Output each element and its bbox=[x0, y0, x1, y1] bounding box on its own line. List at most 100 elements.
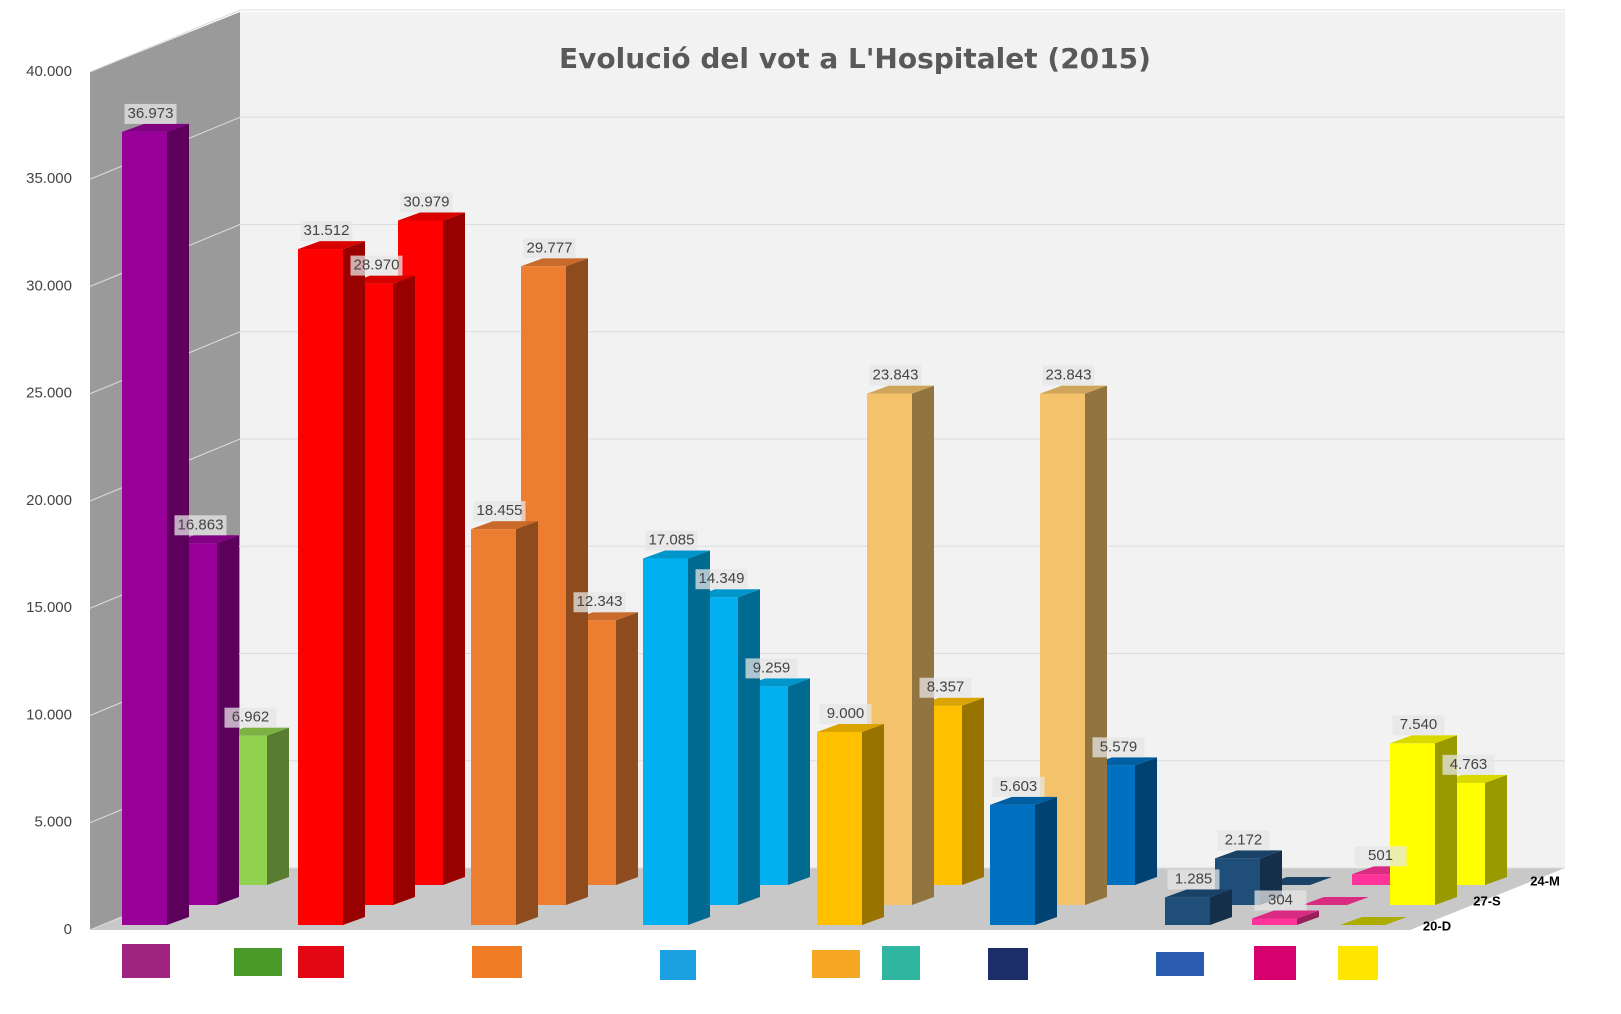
bar-front bbox=[1352, 874, 1397, 885]
value-label-bg bbox=[573, 592, 626, 613]
value-label: 31.512 bbox=[304, 222, 350, 239]
value-label-bg bbox=[992, 776, 1045, 797]
bar-top bbox=[1040, 385, 1107, 394]
bar-side bbox=[862, 723, 884, 925]
value-label-bg bbox=[400, 192, 453, 213]
value-label-bg bbox=[1354, 846, 1407, 867]
grid-line bbox=[89, 9, 1565, 73]
value-label: 5.603 bbox=[1000, 778, 1038, 795]
y-tick-label: 0 bbox=[64, 921, 72, 938]
bar bbox=[817, 723, 884, 925]
value-label: 16.863 bbox=[178, 516, 224, 533]
value-label-bg bbox=[919, 677, 972, 698]
bar-front bbox=[1252, 918, 1297, 925]
value-label: 36.973 bbox=[128, 105, 174, 122]
value-label-bg bbox=[350, 255, 403, 276]
value-label: 8.357 bbox=[927, 679, 965, 696]
bar-top bbox=[817, 723, 884, 732]
bar bbox=[471, 521, 538, 925]
bar-top bbox=[1215, 850, 1282, 859]
bar-side bbox=[1435, 735, 1457, 905]
y-tick-label: 15.000 bbox=[26, 599, 72, 616]
bar-top bbox=[1252, 910, 1319, 919]
bar-side bbox=[738, 589, 760, 905]
value-label: 9.259 bbox=[753, 659, 791, 676]
logo bbox=[1338, 946, 1378, 980]
logo bbox=[1254, 946, 1296, 980]
logo bbox=[234, 948, 282, 976]
bar-side bbox=[393, 275, 415, 905]
bar-front bbox=[643, 558, 688, 925]
y-tick-label: 5.000 bbox=[34, 814, 72, 831]
bar-top bbox=[1390, 735, 1457, 744]
value-label: 23.843 bbox=[1046, 367, 1092, 384]
logo bbox=[298, 946, 344, 978]
legend-label: 24-M bbox=[1530, 873, 1560, 888]
logo bbox=[472, 946, 522, 978]
logo bbox=[660, 950, 696, 980]
bar-front bbox=[817, 731, 862, 925]
value-label: 14.349 bbox=[699, 570, 745, 587]
value-label-bg bbox=[695, 569, 748, 590]
bar-side bbox=[616, 612, 638, 885]
bar-top bbox=[521, 258, 588, 267]
value-label: 1.285 bbox=[1175, 870, 1213, 887]
legend-label: 27-S bbox=[1473, 893, 1501, 908]
bar-front bbox=[1165, 897, 1210, 925]
value-label: 18.455 bbox=[477, 502, 523, 519]
bar bbox=[1252, 910, 1319, 925]
bar-side bbox=[688, 550, 710, 925]
value-label-bg bbox=[124, 103, 177, 124]
logos bbox=[122, 944, 1378, 980]
bar-top bbox=[1302, 897, 1369, 905]
y-tick-label: 20.000 bbox=[26, 492, 72, 509]
bar bbox=[990, 796, 1057, 925]
bars: 6.962 30.979 12.343 9.259 8.357 5.579 501 4.763… bbox=[122, 103, 1507, 926]
value-label: 5.579 bbox=[1100, 738, 1138, 755]
bar-side bbox=[1210, 889, 1232, 925]
bar-side bbox=[962, 697, 984, 885]
bar-side bbox=[343, 241, 365, 925]
value-label: 4.763 bbox=[1450, 756, 1488, 773]
bar-top bbox=[867, 385, 934, 394]
bar bbox=[1340, 917, 1407, 925]
value-label: 12.343 bbox=[577, 593, 623, 610]
bar-side bbox=[443, 212, 465, 886]
bar-side bbox=[1085, 385, 1107, 906]
value-label: 28.970 bbox=[354, 257, 400, 274]
bar-top bbox=[122, 123, 189, 132]
bar-front bbox=[122, 131, 167, 926]
logo bbox=[122, 944, 170, 978]
value-label-bg bbox=[473, 501, 526, 522]
value-label-bg bbox=[1167, 869, 1220, 890]
y-tick-label: 35.000 bbox=[26, 170, 72, 187]
bar bbox=[1302, 897, 1369, 905]
bar bbox=[298, 241, 365, 925]
bar bbox=[1165, 889, 1232, 925]
value-label-bg bbox=[1217, 830, 1270, 851]
value-label: 2.172 bbox=[1225, 831, 1263, 848]
value-label-bg bbox=[1442, 754, 1495, 775]
bar bbox=[122, 123, 189, 926]
bar-side bbox=[267, 727, 289, 885]
value-label-bg bbox=[745, 658, 798, 679]
bar-top bbox=[398, 212, 465, 221]
bar-top bbox=[1340, 917, 1407, 925]
bar-side bbox=[1297, 910, 1319, 925]
value-label: 501 bbox=[1368, 847, 1393, 864]
bar-top bbox=[643, 550, 710, 559]
bar-side bbox=[1135, 757, 1157, 885]
bar-front bbox=[471, 529, 516, 925]
chart-title: Evolució del vot a L'Hospitalet (2015) bbox=[559, 42, 1151, 75]
bar-side bbox=[788, 678, 810, 885]
bar-top bbox=[471, 521, 538, 530]
bar bbox=[1390, 735, 1457, 905]
bar-front bbox=[298, 249, 343, 925]
value-label: 17.085 bbox=[649, 531, 695, 548]
bar-side bbox=[516, 521, 538, 925]
value-label-bg bbox=[819, 703, 872, 724]
value-label: 9.000 bbox=[827, 705, 865, 722]
bar-front bbox=[990, 804, 1035, 925]
y-tick-label: 40.000 bbox=[26, 63, 72, 80]
bar-top bbox=[298, 241, 365, 250]
